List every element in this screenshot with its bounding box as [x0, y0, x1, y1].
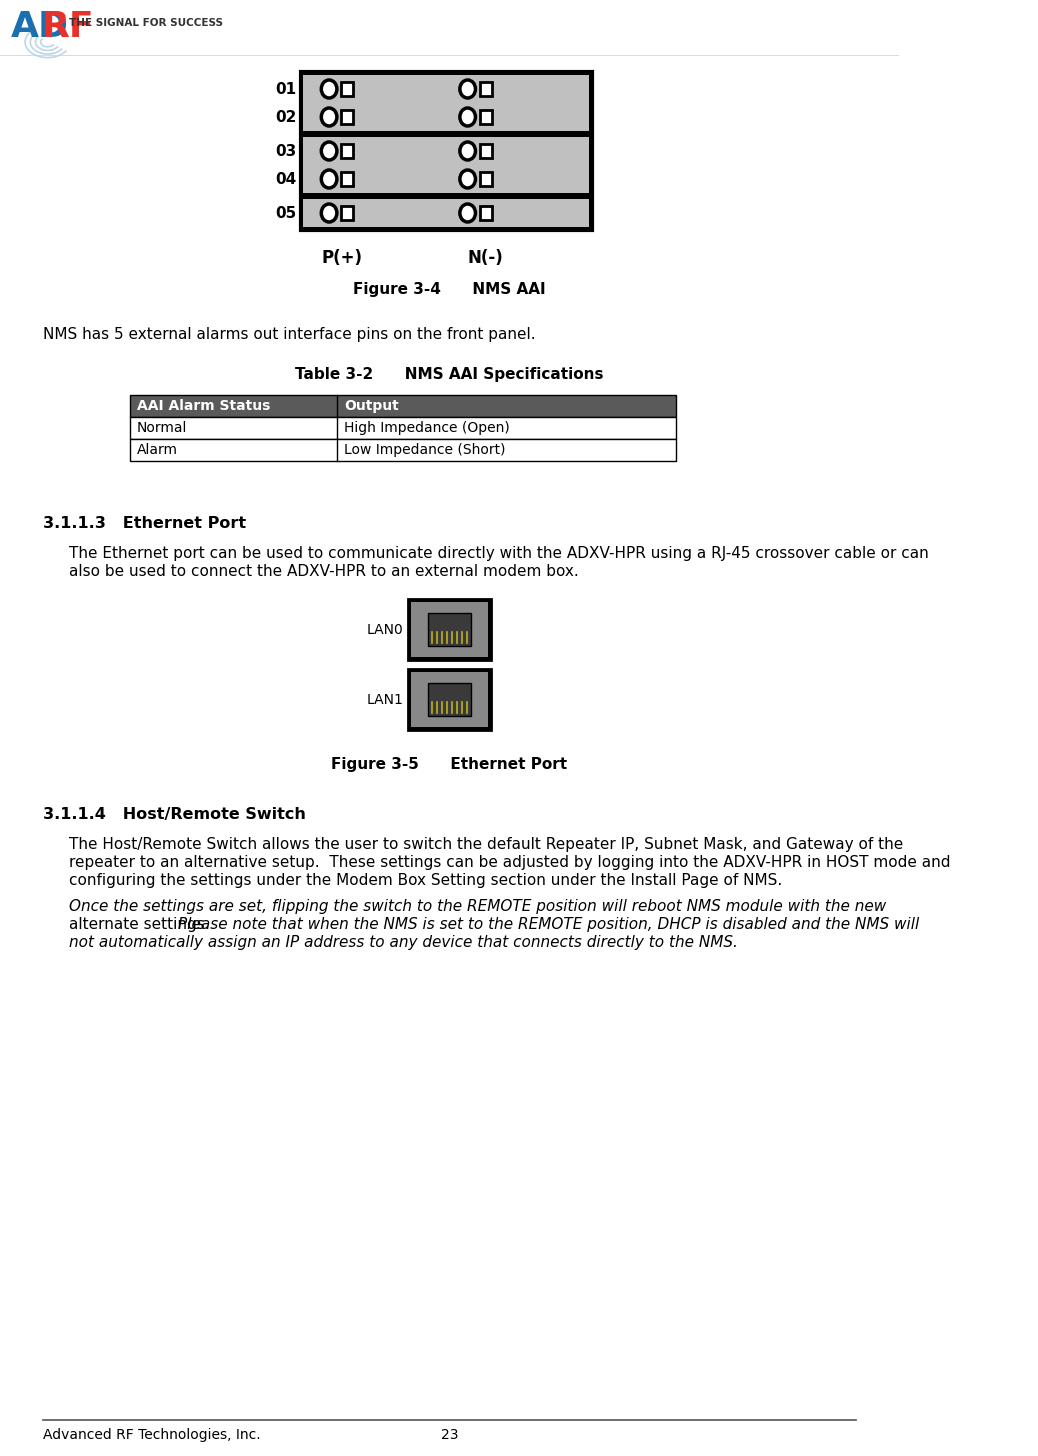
- Bar: [342, 82, 353, 96]
- Text: Alarm: Alarm: [137, 443, 177, 457]
- Text: RF: RF: [42, 10, 94, 44]
- Text: AAI Alarm Status: AAI Alarm Status: [137, 399, 270, 414]
- Text: configuring the settings under the Modem Box Setting section under the Install P: configuring the settings under the Modem…: [70, 874, 783, 888]
- Bar: [130, 440, 676, 462]
- Circle shape: [322, 108, 337, 127]
- Text: Table 3-2      NMS AAI Specifications: Table 3-2 NMS AAI Specifications: [295, 367, 604, 381]
- Text: The Ethernet port can be used to communicate directly with the ADXV-HPR using a : The Ethernet port can be used to communi…: [70, 546, 929, 561]
- Circle shape: [460, 204, 475, 221]
- Text: 03: 03: [275, 144, 296, 159]
- Text: Once the settings are set, flipping the switch to the REMOTE position will reboo: Once the settings are set, flipping the …: [70, 898, 886, 914]
- Bar: [303, 137, 589, 165]
- Text: Figure 3-4      NMS AAI: Figure 3-4 NMS AAI: [353, 282, 546, 297]
- Text: LAN1: LAN1: [366, 693, 404, 706]
- Bar: [410, 601, 489, 657]
- Circle shape: [460, 143, 475, 160]
- Bar: [408, 668, 491, 729]
- Bar: [130, 416, 676, 440]
- Circle shape: [322, 204, 337, 221]
- Bar: [480, 172, 492, 186]
- Text: repeater to an alternative setup.  These settings can be adjusted by logging int: repeater to an alternative setup. These …: [70, 855, 951, 871]
- Text: 02: 02: [275, 109, 296, 125]
- Circle shape: [460, 80, 475, 98]
- Text: 3.1.1.4   Host/Remote Switch: 3.1.1.4 Host/Remote Switch: [44, 807, 306, 823]
- Bar: [342, 111, 353, 124]
- Text: Output: Output: [345, 399, 399, 414]
- Bar: [410, 673, 489, 727]
- Text: High Impedance (Open): High Impedance (Open): [345, 421, 510, 435]
- Bar: [130, 395, 676, 416]
- Circle shape: [322, 143, 337, 160]
- Text: Please note that when the NMS is set to the REMOTE position, DHCP is disabled an: Please note that when the NMS is set to …: [179, 917, 920, 932]
- Text: AD: AD: [10, 10, 69, 44]
- Text: The Host/Remote Switch allows the user to switch the default Repeater IP, Subnet: The Host/Remote Switch allows the user t…: [70, 837, 903, 852]
- Text: 05: 05: [275, 205, 296, 220]
- Circle shape: [460, 170, 475, 188]
- Circle shape: [460, 108, 475, 127]
- Text: not automatically assign an IP address to any device that connects directly to t: not automatically assign an IP address t…: [70, 935, 738, 949]
- Bar: [480, 111, 492, 124]
- Circle shape: [322, 170, 337, 188]
- Text: Normal: Normal: [137, 421, 187, 435]
- Text: 23: 23: [441, 1428, 458, 1441]
- Text: 04: 04: [275, 172, 296, 186]
- Text: also be used to connect the ADXV-HPR to an external modem box.: also be used to connect the ADXV-HPR to …: [70, 563, 579, 579]
- Bar: [342, 205, 353, 220]
- Text: THE SIGNAL FOR SUCCESS: THE SIGNAL FOR SUCCESS: [70, 17, 223, 28]
- Text: alternate settings.: alternate settings.: [70, 917, 220, 932]
- Bar: [342, 144, 353, 159]
- Bar: [303, 103, 589, 131]
- Bar: [480, 82, 492, 96]
- Bar: [303, 165, 589, 194]
- Text: Figure 3-5      Ethernet Port: Figure 3-5 Ethernet Port: [331, 757, 568, 772]
- Bar: [480, 144, 492, 159]
- Text: P(+): P(+): [322, 249, 362, 266]
- Circle shape: [322, 80, 337, 98]
- Text: LAN0: LAN0: [366, 623, 404, 636]
- Bar: [408, 598, 491, 660]
- Text: 01: 01: [275, 82, 296, 96]
- Text: 3.1.1.3   Ethernet Port: 3.1.1.3 Ethernet Port: [44, 515, 246, 531]
- Bar: [303, 76, 589, 103]
- Text: Advanced RF Technologies, Inc.: Advanced RF Technologies, Inc.: [44, 1428, 261, 1441]
- Text: N(-): N(-): [467, 249, 502, 266]
- Text: NMS has 5 external alarms out interface pins on the front panel.: NMS has 5 external alarms out interface …: [44, 328, 536, 342]
- Bar: [303, 199, 589, 227]
- Bar: [428, 683, 471, 716]
- Bar: [428, 613, 471, 646]
- Text: Low Impedance (Short): Low Impedance (Short): [345, 443, 506, 457]
- Bar: [480, 205, 492, 220]
- Bar: [342, 172, 353, 186]
- Bar: [301, 71, 592, 230]
